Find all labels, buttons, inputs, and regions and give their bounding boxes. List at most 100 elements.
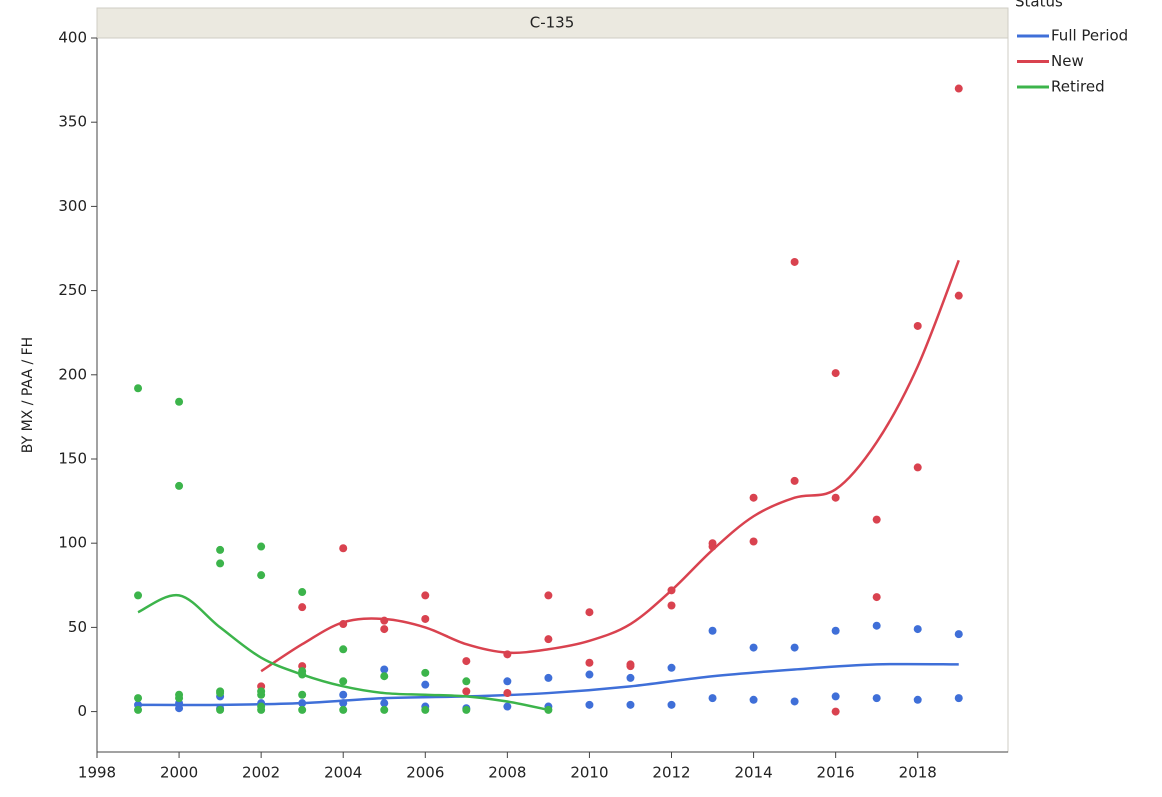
point xyxy=(626,700,635,709)
point xyxy=(216,705,225,714)
point xyxy=(339,705,348,714)
point xyxy=(831,626,840,635)
point xyxy=(913,625,922,634)
y-tick-label: 150 xyxy=(58,449,87,467)
point xyxy=(708,694,717,703)
point xyxy=(462,705,471,714)
y-tick-label: 300 xyxy=(58,197,87,215)
point xyxy=(503,689,512,698)
point xyxy=(380,665,389,674)
legend-label: Full Period xyxy=(1051,27,1128,45)
point xyxy=(503,677,512,686)
x-tick-label: 2004 xyxy=(324,764,362,782)
point xyxy=(380,699,389,708)
legend-label: Retired xyxy=(1051,78,1105,96)
point xyxy=(585,608,594,617)
point xyxy=(790,697,799,706)
y-tick-label: 50 xyxy=(68,618,87,636)
point xyxy=(216,559,225,568)
point xyxy=(708,626,717,635)
y-tick-label: 0 xyxy=(77,702,87,720)
x-tick-label: 2010 xyxy=(570,764,608,782)
panel-title: C-135 xyxy=(530,14,575,32)
point xyxy=(421,705,430,714)
point xyxy=(585,658,594,667)
point xyxy=(298,603,307,612)
point xyxy=(585,670,594,679)
point xyxy=(667,700,676,709)
point xyxy=(831,692,840,701)
point xyxy=(380,625,389,634)
point xyxy=(257,690,266,699)
point xyxy=(790,643,799,652)
fit-line xyxy=(138,662,959,707)
point xyxy=(298,705,307,714)
point xyxy=(872,593,881,602)
point xyxy=(257,571,266,580)
x-tick-label: 1998 xyxy=(78,764,116,782)
point xyxy=(298,690,307,699)
point xyxy=(216,689,225,698)
point xyxy=(831,369,840,378)
point xyxy=(175,481,184,490)
y-axis-label: BY MX / PAA / FH xyxy=(20,337,36,453)
point xyxy=(421,591,430,600)
point xyxy=(175,397,184,406)
x-tick-label: 2012 xyxy=(652,764,690,782)
point xyxy=(626,673,635,682)
point xyxy=(790,476,799,485)
point xyxy=(503,702,512,711)
point xyxy=(954,630,963,639)
fit-line xyxy=(137,594,549,712)
point xyxy=(913,463,922,472)
point xyxy=(872,515,881,524)
plot-frame xyxy=(96,37,1009,753)
point xyxy=(421,668,430,677)
y-tick-label: 100 xyxy=(58,534,87,552)
point xyxy=(872,621,881,630)
point xyxy=(134,694,143,703)
fit-line xyxy=(260,259,960,673)
point xyxy=(749,493,758,502)
panel-header xyxy=(96,7,1009,39)
point xyxy=(954,84,963,93)
point xyxy=(913,695,922,704)
point xyxy=(749,537,758,546)
point xyxy=(380,705,389,714)
point xyxy=(134,384,143,393)
point xyxy=(954,291,963,300)
point xyxy=(339,645,348,654)
point xyxy=(790,257,799,266)
point xyxy=(339,677,348,686)
point xyxy=(257,705,266,714)
x-tick-label: 2002 xyxy=(242,764,280,782)
point xyxy=(831,707,840,716)
point xyxy=(216,545,225,554)
x-tick-label: 2006 xyxy=(406,764,444,782)
point xyxy=(831,493,840,502)
x-tick-label: 2016 xyxy=(817,764,855,782)
point xyxy=(462,657,471,666)
point xyxy=(667,601,676,610)
y-tick-label: 400 xyxy=(58,29,87,47)
x-tick-label: 2008 xyxy=(488,764,526,782)
y-tick-label: 250 xyxy=(58,281,87,299)
point xyxy=(298,588,307,597)
y-tick-label: 350 xyxy=(58,113,87,131)
point xyxy=(544,635,553,644)
point xyxy=(257,542,266,551)
point xyxy=(626,662,635,671)
legend-title: Status xyxy=(1015,0,1063,11)
point xyxy=(421,680,430,689)
point xyxy=(585,700,594,709)
point xyxy=(462,687,471,696)
x-tick-label: 2014 xyxy=(734,764,772,782)
point xyxy=(749,695,758,704)
point xyxy=(380,672,389,681)
point xyxy=(544,673,553,682)
point xyxy=(134,591,143,600)
point xyxy=(544,591,553,600)
point xyxy=(462,677,471,686)
point xyxy=(175,694,184,703)
